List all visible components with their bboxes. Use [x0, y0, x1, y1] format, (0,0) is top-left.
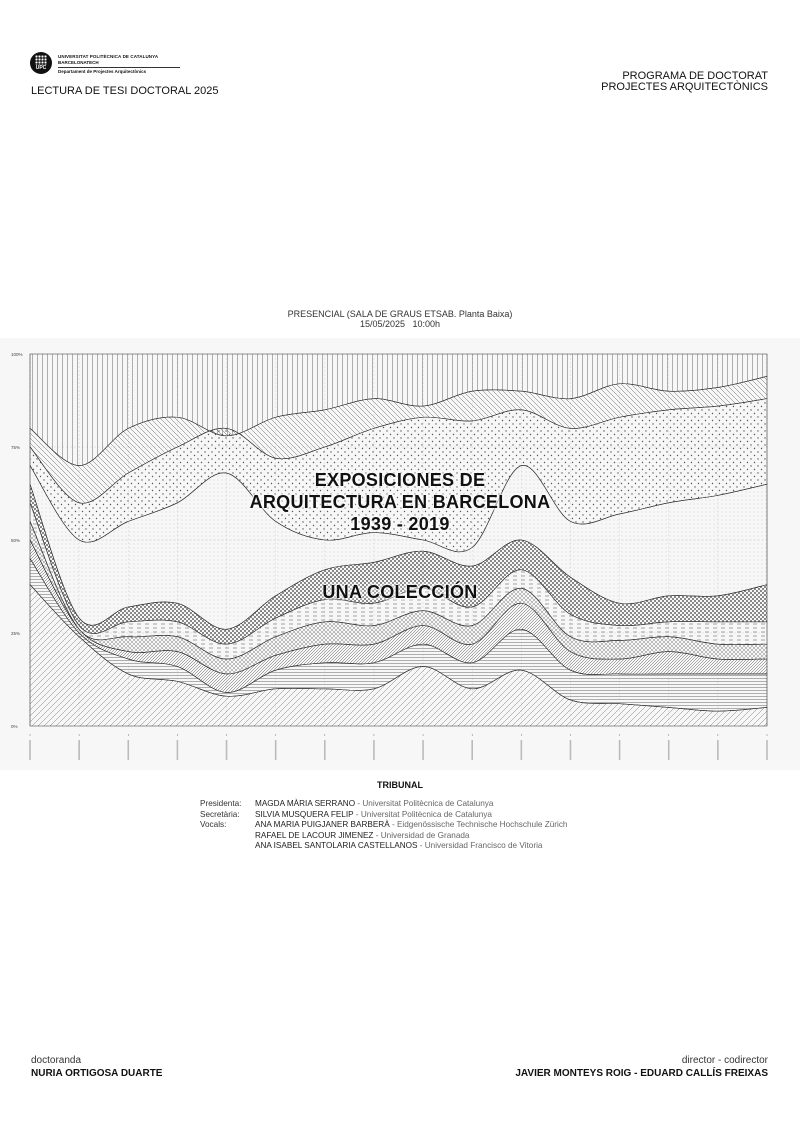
x-tick-label	[29, 740, 31, 760]
program-name: PROGRAMA DE DOCTORAT PROJECTES ARQUITECT…	[601, 71, 768, 93]
x-tick-label	[176, 740, 179, 760]
candidate: doctoranda NURIA ORTIGOSA DUARTE	[31, 1054, 162, 1080]
logo-subline: BARCELONATECH	[58, 60, 99, 65]
area-series-vertical-lines	[29, 353, 768, 466]
program-line-1: PROGRAMA DE DOCTORAT	[622, 70, 768, 82]
y-tick-label: 75%	[11, 445, 20, 450]
logo-department: Departament de Projectes Arquitectònics	[58, 69, 147, 74]
thesis-title-line-1: EXPOSICIONES DE	[314, 470, 486, 490]
x-tick-label	[422, 740, 424, 760]
x-tick-label	[274, 740, 277, 760]
directors-names: JAVIER MONTEYS ROIG - EDUARD CALLÍS FREI…	[515, 1068, 768, 1079]
x-tick-label	[225, 740, 228, 760]
tribunal-member: ANA ISABEL SANTOLARIA CASTELLANOS - Univ…	[255, 841, 543, 850]
candidate-label: doctoranda	[31, 1055, 82, 1066]
logo-university: UNIVERSITAT POLITÈCNICA DE CATALUNYA	[58, 54, 159, 59]
x-tick-label	[78, 740, 80, 760]
thesis-title-line-3: 1939 - 2019	[350, 514, 450, 534]
tribunal-member: Vocals: ANA MARIA PUIGJANER BARBERÀ - Eid…	[200, 820, 568, 829]
thesis-title: EXPOSICIONES DE ARQUITECTURA EN BARCELON…	[0, 469, 800, 535]
x-tick-label	[324, 740, 326, 760]
directors: director - codirector JAVIER MONTEYS ROI…	[515, 1054, 768, 1080]
x-tick-label	[717, 740, 719, 760]
x-tick-label	[471, 740, 473, 760]
program-line-2: PROJECTES ARQUITECTÒNICS	[601, 81, 768, 93]
thesis-subtitle: UNA COLECCIÓN	[322, 582, 478, 602]
upc-logo-mark: UPC	[30, 52, 52, 74]
tribunal-member: Presidenta: MAGDA MÀRIA SERRANO - Univers…	[200, 799, 494, 808]
x-tick-label	[667, 740, 670, 760]
x-tick-label	[520, 740, 523, 760]
directors-label: director - codirector	[681, 1055, 768, 1066]
event-title: LECTURA DE TESI DOCTORAL 2025	[31, 85, 219, 97]
tribunal-member: Secretària: SILVIA MUSQUERA FELIP - Unive…	[200, 809, 492, 819]
y-tick-label: 0%	[11, 724, 18, 729]
tribunal-member: RAFAEL DE LACOUR JIMENEZ - Universidad d…	[255, 830, 470, 840]
session-location: PRESENCIAL (SALA DE GRAUS ETSAB. Planta …	[287, 309, 513, 319]
upc-logo: UPC UNIVERSITAT POLITÈCNICA DE CATALUNYA…	[30, 52, 230, 82]
thesis-title-line-2: ARQUITECTURA EN BARCELONA	[249, 492, 551, 512]
y-tick-label: 25%	[11, 631, 20, 636]
y-tick-label: 100%	[11, 352, 23, 357]
y-tick-label: 50%	[11, 538, 20, 543]
session-info: PRESENCIAL (SALA DE GRAUS ETSAB. Planta …	[0, 309, 800, 329]
tribunal-heading: TRIBUNAL	[377, 780, 423, 790]
x-tick-label	[373, 740, 375, 760]
tribunal-list: Presidenta: MAGDA MÀRIA SERRANO - Univers…	[200, 799, 567, 852]
stacked-area-chart: 0% 25% 50% 75% 100%	[11, 352, 768, 760]
x-tick-label	[127, 740, 130, 760]
x-tick-label	[569, 740, 572, 760]
session-datetime: 15/05/2025 10:00h	[359, 319, 441, 329]
x-tick-label	[766, 740, 768, 760]
x-tick-label	[618, 740, 621, 760]
candidate-name: NURIA ORTIGOSA DUARTE	[31, 1068, 163, 1079]
